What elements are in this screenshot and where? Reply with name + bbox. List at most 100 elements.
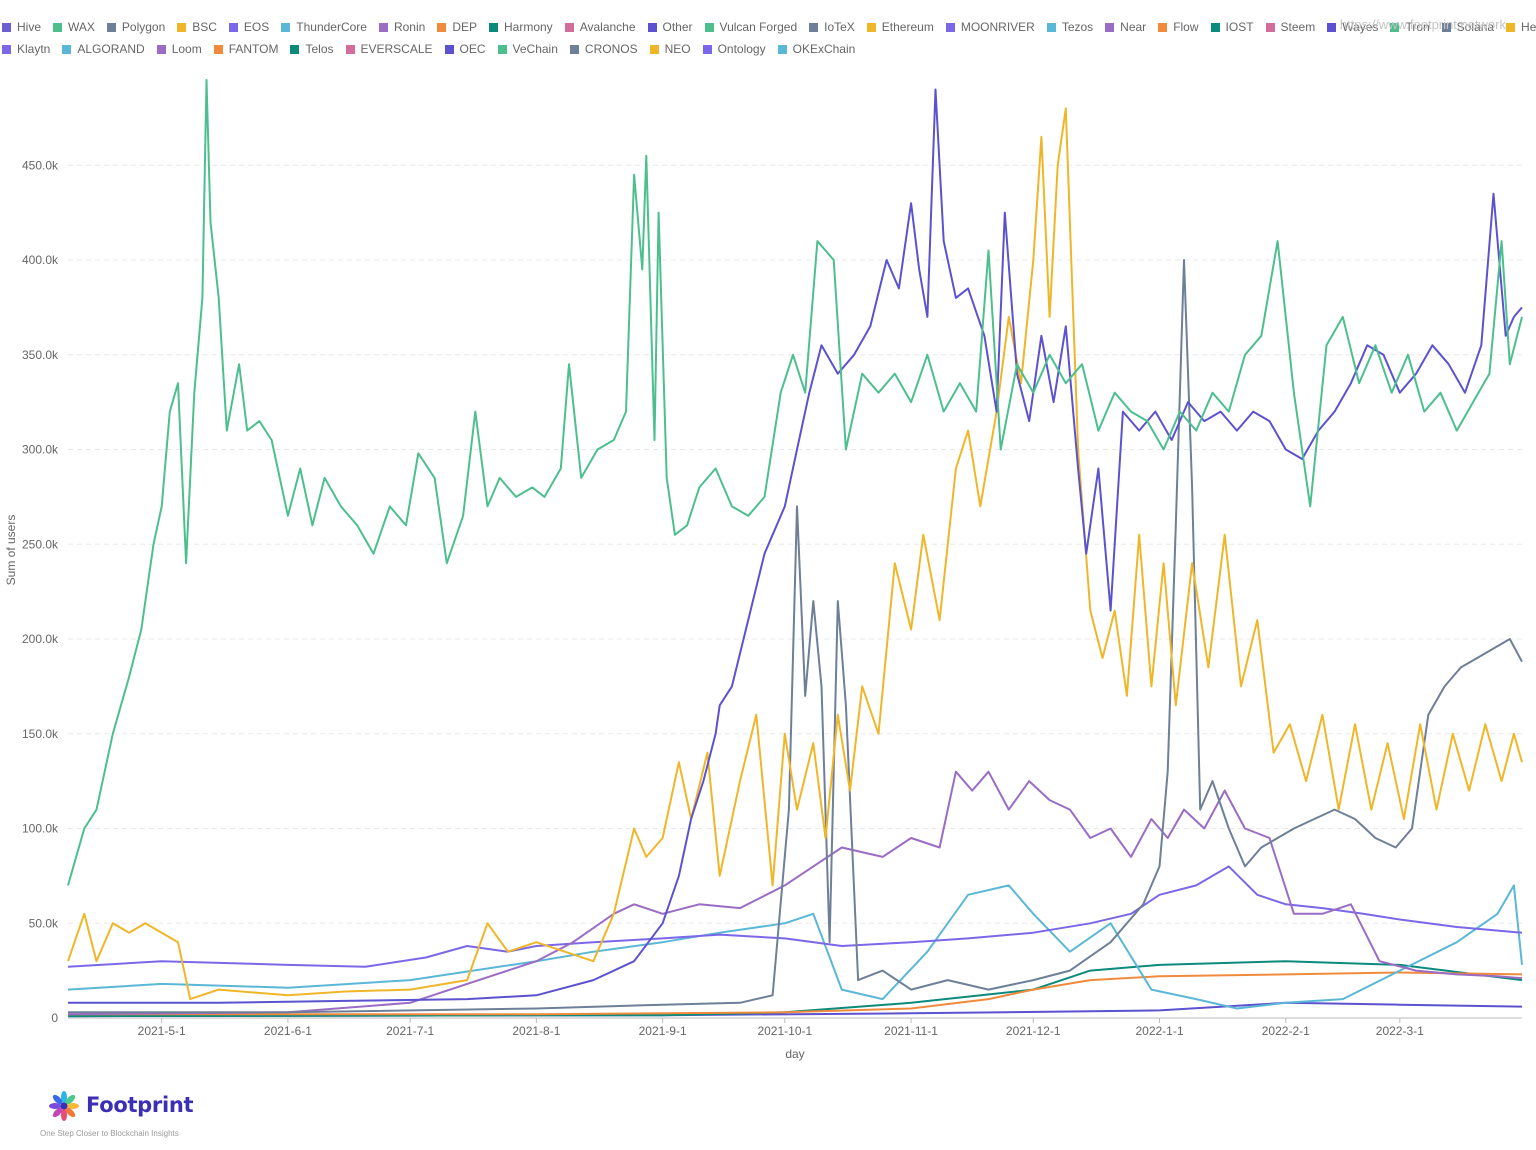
legend-label: OEC (459, 42, 486, 56)
legend-item-wayes[interactable]: Wayes (1327, 20, 1378, 34)
legend-swatch (281, 23, 291, 32)
legend-label: Harmony (504, 20, 553, 34)
series-line-ronin (67, 770, 1523, 1016)
legend-label: BSC (192, 20, 217, 34)
series-line-neo (67, 107, 1523, 1001)
legend-label: CRONOS (584, 42, 638, 56)
legend-item-tron[interactable]: Tron (1390, 20, 1430, 34)
legend-item-bsc[interactable]: BSC (177, 20, 217, 34)
legend-item-solana[interactable]: Solana (1441, 20, 1495, 34)
logo-tagline: One Step Closer to Blockchain Insights (40, 1129, 179, 1138)
legend-swatch (777, 45, 787, 54)
legend-item-okexchain[interactable]: OKExChain (777, 42, 856, 56)
legend-swatch (1441, 23, 1451, 32)
watermark-url: https://www.footprint.network (1339, 17, 1506, 32)
x-tick-label: 2022-2-1 (1262, 1024, 1310, 1038)
legend-swatch (1390, 23, 1400, 32)
series-lines (67, 79, 1523, 1018)
legend-item-telos[interactable]: Telos (290, 42, 334, 56)
legend-item-everscale[interactable]: EVERSCALE (345, 42, 433, 56)
legend-label: Vulcan Forged (719, 20, 798, 34)
legend-item-harmony[interactable]: Harmony (489, 20, 553, 34)
legend-label: OKExChain (792, 42, 856, 56)
series-line-cronos (68, 259, 1523, 1014)
legend-item-vulcan-forged[interactable]: Vulcan Forged (704, 20, 798, 34)
legend-item-near[interactable]: Near (1105, 20, 1146, 34)
legend-swatch (228, 23, 238, 32)
legend-label: EOS (243, 20, 270, 34)
legend-swatch (378, 23, 388, 32)
legend-label: Hive (17, 20, 42, 34)
series-line-fantom (68, 971, 1523, 1016)
legend-item-loom[interactable]: Loom (156, 42, 202, 56)
legend-swatch (106, 23, 116, 32)
legend-item-polygon[interactable]: Polygon (106, 20, 165, 34)
y-tick-label: 450.0k (22, 158, 59, 172)
series-line-telos (67, 960, 1523, 1018)
chart-legend: Hive WAX Polygon BSC EOS ThunderCore Ronin DEP H… (0, 15, 1536, 65)
legend-item-fantom[interactable]: FANTOM (213, 42, 278, 56)
legend-item-avalanche[interactable]: Avalanche (564, 20, 636, 34)
legend-item-other[interactable]: Other (647, 20, 693, 34)
legend-item-hive[interactable]: Hive (2, 20, 41, 34)
legend-item-iotex[interactable]: IoTeX (809, 20, 855, 34)
legend-swatch (1210, 23, 1220, 32)
legend-label: Ontology (717, 42, 766, 56)
legend-swatch (437, 23, 447, 32)
line-chart: 0 50.0k 100.0k 150.0k 200.0k 250.0k 300.0k 350.… (4, 79, 1523, 1061)
legend-label: VeChain (512, 42, 558, 56)
x-tick-label: 2022-1-1 (1135, 1024, 1183, 1038)
legend-item-wax[interactable]: WAX (53, 20, 95, 34)
x-tick-label: 2021-8-1 (512, 1024, 560, 1038)
legend-item-vechain[interactable]: VeChain (497, 42, 558, 56)
legend-swatch (290, 45, 300, 54)
legend-swatch (564, 23, 574, 32)
x-axis-label: day (785, 1047, 804, 1061)
y-tick-label: 0 (51, 1011, 58, 1025)
footprint-flower-icon (49, 1091, 79, 1121)
y-tick-label: 50.0k (29, 916, 59, 930)
legend-label: Loom (171, 42, 202, 56)
footprint-logo: Footprint One Step Closer to Blockchain … (38, 1088, 238, 1144)
legend-swatch (945, 23, 955, 32)
legend-item-dep[interactable]: DEP (437, 20, 477, 34)
y-axis-ticks: 0 50.0k 100.0k 150.0k 200.0k 250.0k 300.0k 350.… (22, 158, 59, 1025)
legend-item-cronos[interactable]: CRONOS (569, 42, 638, 56)
legend-item-eos[interactable]: EOS (228, 20, 270, 34)
legend-label: Heco (1521, 20, 1536, 34)
legend-item-oec[interactable]: OEC (444, 42, 486, 56)
legend-item-steem[interactable]: Steem (1265, 20, 1315, 34)
legend-item-flow[interactable]: Flow (1158, 20, 1199, 34)
x-axis: 2021-5-1 2021-6-1 2021-7-1 2021-8-1 2021-9-1… (68, 1017, 1522, 1038)
legend-item-ethereum[interactable]: Ethereum (866, 20, 934, 34)
legend-swatch (1327, 23, 1337, 32)
legend-label: Avalanche (579, 20, 636, 34)
legend-item-ronin[interactable]: Ronin (378, 20, 425, 34)
legend-swatch (1265, 23, 1275, 32)
legend-label: Solana (1456, 20, 1495, 34)
legend-item-tezos[interactable]: Tezos (1046, 20, 1093, 34)
y-tick-label: 200.0k (22, 632, 59, 646)
x-tick-label: 2021-10-1 (757, 1024, 812, 1038)
legend-swatch (1046, 23, 1056, 32)
legend-item-moonriver[interactable]: MOONRIVER (945, 20, 1035, 34)
legend-label: Telos (305, 42, 334, 56)
legend-item-neo[interactable]: NEO (649, 42, 691, 56)
x-tick-label: 2021-6-1 (264, 1024, 312, 1038)
legend-swatch (62, 45, 72, 54)
legend-swatch (2, 23, 11, 32)
legend-swatch (497, 45, 507, 54)
legend-item-ontology[interactable]: Ontology (702, 42, 766, 56)
legend-item-heco[interactable]: Heco (1506, 20, 1536, 34)
legend-item-klaytn[interactable]: Klaytn (2, 42, 50, 56)
legend-item-thundercore[interactable]: ThunderCore (281, 20, 367, 34)
legend-swatch (569, 45, 579, 54)
y-tick-label: 150.0k (22, 727, 59, 741)
x-tick-label: 2022-3-1 (1376, 1024, 1424, 1038)
legend-item-iost[interactable]: IOST (1210, 20, 1254, 34)
legend-item-algorand[interactable]: ALGORAND (62, 42, 145, 56)
y-tick-label: 300.0k (22, 443, 59, 457)
x-tick-label: 2021-12-1 (1006, 1024, 1061, 1038)
y-tick-label: 400.0k (22, 253, 59, 267)
legend-swatch (702, 45, 712, 54)
